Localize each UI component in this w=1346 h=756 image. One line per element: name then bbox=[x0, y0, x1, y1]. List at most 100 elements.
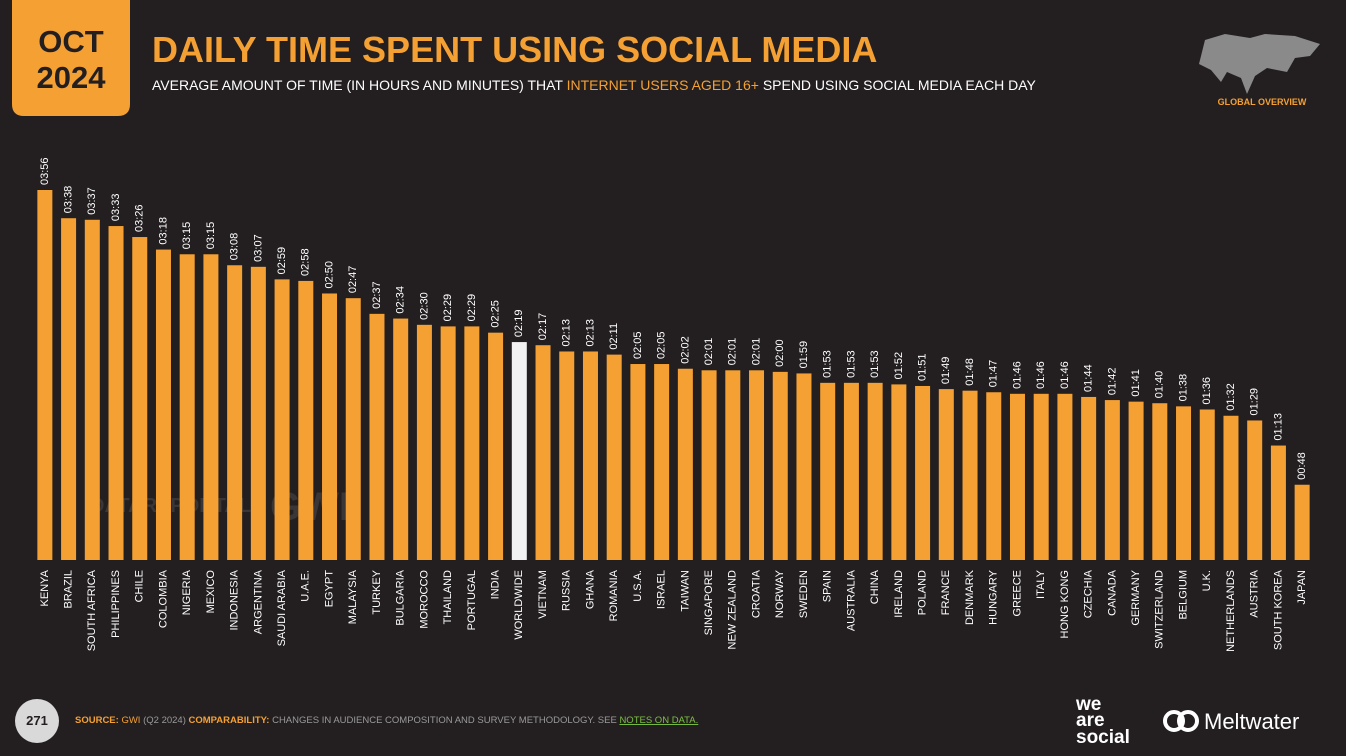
source: GWI bbox=[121, 715, 140, 726]
value-label: 01:29 bbox=[1249, 388, 1261, 416]
bar bbox=[1104, 400, 1120, 560]
value-label: 02:29 bbox=[466, 294, 478, 322]
bar bbox=[986, 392, 1002, 560]
subtitle-part: AVERAGE AMOUNT OF TIME (IN HOURS AND MIN… bbox=[152, 77, 563, 93]
x-tick-label: HUNGARY bbox=[988, 569, 1000, 624]
value-label: 03:37 bbox=[86, 187, 98, 215]
bar bbox=[606, 354, 622, 560]
value-label: 03:33 bbox=[110, 194, 122, 222]
bar bbox=[108, 226, 124, 560]
x-tick-label: SOUTH KOREA bbox=[1272, 569, 1284, 650]
value-label: 02:25 bbox=[489, 300, 501, 328]
bar bbox=[511, 342, 527, 560]
bar bbox=[938, 389, 954, 560]
x-tick-label: ROMANIA bbox=[608, 569, 620, 621]
value-label: 02:11 bbox=[608, 323, 620, 350]
bar bbox=[1199, 409, 1215, 560]
bar bbox=[749, 370, 765, 560]
page-badge bbox=[15, 699, 59, 743]
value-label: 02:29 bbox=[442, 294, 454, 322]
year: 2024 bbox=[37, 60, 107, 95]
value-label: 00:48 bbox=[1296, 452, 1308, 480]
bar bbox=[155, 249, 171, 560]
brand-name: Meltwater bbox=[1204, 709, 1299, 734]
x-tick-label: ITALY bbox=[1035, 569, 1047, 599]
x-tick-label: FRANCE bbox=[940, 570, 952, 615]
x-tick-label: CROATIA bbox=[750, 569, 762, 618]
value-label: 01:52 bbox=[893, 352, 905, 380]
bar bbox=[701, 370, 717, 560]
bar bbox=[772, 371, 788, 560]
notes-link[interactable]: NOTES ON DATA. bbox=[619, 715, 698, 726]
value-label: 02:01 bbox=[703, 338, 715, 366]
x-tick-label: ARGENTINA bbox=[252, 569, 264, 634]
date-badge bbox=[12, 0, 130, 116]
subtitle-part: SPEND USING SOCIAL MEDIA EACH DAY bbox=[763, 77, 1037, 93]
bar bbox=[393, 318, 409, 560]
value-label: 01:32 bbox=[1225, 383, 1237, 411]
bar bbox=[440, 326, 456, 560]
bar bbox=[1176, 406, 1192, 560]
bar bbox=[820, 382, 836, 560]
comparability: CHANGES IN AUDIENCE COMPOSITION AND SURV… bbox=[272, 715, 617, 726]
value-label: 01:40 bbox=[1154, 371, 1166, 399]
bar bbox=[559, 351, 575, 560]
bar bbox=[1223, 415, 1239, 560]
value-label: 01:13 bbox=[1272, 413, 1284, 441]
value-label: 01:47 bbox=[988, 360, 1000, 388]
value-label: 03:08 bbox=[229, 233, 241, 261]
x-tick-label: NETHERLANDS bbox=[1225, 570, 1237, 652]
bar bbox=[298, 280, 314, 560]
bar bbox=[654, 364, 670, 560]
x-tick-label: GHANA bbox=[584, 569, 596, 609]
bar bbox=[630, 364, 646, 560]
bar bbox=[891, 384, 907, 560]
x-tick-label: MALAYSIA bbox=[347, 569, 359, 624]
comparability-label: COMPARABILITY: bbox=[189, 715, 270, 726]
bar bbox=[843, 382, 859, 560]
bar bbox=[250, 266, 266, 560]
bar bbox=[582, 351, 598, 560]
value-label: 01:51 bbox=[916, 353, 928, 381]
value-label: 03:07 bbox=[252, 234, 264, 262]
value-label: 01:49 bbox=[940, 357, 952, 385]
value-label: 02:47 bbox=[347, 266, 359, 294]
month: OCT bbox=[38, 24, 104, 59]
x-tick-label: JAPAN bbox=[1296, 570, 1308, 605]
x-tick-label: NEW ZEALAND bbox=[727, 570, 739, 650]
bar bbox=[37, 190, 53, 560]
x-tick-label: COLOMBIA bbox=[157, 569, 169, 628]
x-tick-label: PORTUGAL bbox=[466, 570, 478, 630]
x-tick-label: U.S.A. bbox=[632, 570, 644, 602]
value-label: 02:34 bbox=[395, 286, 407, 314]
bar bbox=[725, 370, 741, 560]
brand-icon bbox=[1163, 710, 1185, 732]
chart-title: DAILY TIME SPENT USING SOCIAL MEDIA bbox=[152, 29, 877, 70]
value-label: 03:38 bbox=[62, 186, 74, 214]
value-label: 02:00 bbox=[774, 339, 786, 367]
value-label: 01:46 bbox=[1059, 361, 1071, 389]
world-map bbox=[1199, 34, 1320, 94]
value-label: 01:36 bbox=[1201, 377, 1213, 405]
x-tick-label: BELGIUM bbox=[1177, 570, 1189, 620]
value-label: 01:53 bbox=[869, 350, 881, 378]
x-tick-label: IRELAND bbox=[893, 570, 905, 618]
bar bbox=[867, 382, 883, 560]
bar bbox=[962, 390, 978, 560]
x-tick-label: VIETNAM bbox=[537, 570, 549, 619]
bar bbox=[61, 218, 77, 560]
brand-word: social bbox=[1076, 727, 1130, 748]
x-tick-label: CHINA bbox=[869, 569, 881, 604]
value-label: 02:01 bbox=[727, 338, 739, 366]
x-tick-label: CANADA bbox=[1106, 569, 1118, 616]
bar bbox=[274, 279, 290, 560]
x-tick-label: CZECHIA bbox=[1083, 569, 1095, 618]
value-label: 02:05 bbox=[632, 331, 644, 359]
x-tick-label: WORLDWIDE bbox=[513, 570, 525, 640]
value-label: 03:15 bbox=[205, 222, 217, 250]
value-label: 02:58 bbox=[300, 248, 312, 276]
subtitle: AVERAGE AMOUNT OF TIME (IN HOURS AND MIN… bbox=[152, 77, 1037, 93]
bar bbox=[179, 254, 195, 560]
